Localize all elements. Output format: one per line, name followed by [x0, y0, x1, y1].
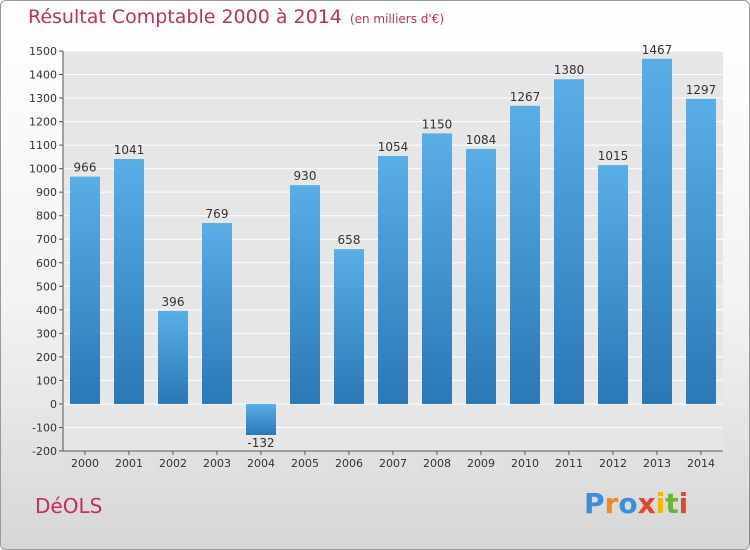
y-tick-label: 800 — [36, 210, 57, 223]
bar — [510, 105, 540, 404]
y-tick-label: 900 — [36, 186, 57, 199]
y-tick-label: 500 — [36, 280, 57, 293]
data-label: 930 — [294, 169, 317, 183]
x-tick-label: 2008 — [423, 457, 451, 470]
y-tick-label: 400 — [36, 304, 57, 317]
y-tick-label: 300 — [36, 327, 57, 340]
y-tick-label: 1000 — [29, 163, 57, 176]
y-tick-label: 0 — [50, 398, 57, 411]
y-tick-label: 1100 — [29, 139, 57, 152]
y-tick-label: 1500 — [29, 45, 57, 58]
x-tick-label: 2007 — [379, 457, 407, 470]
title-text: Résultat Comptable 2000 à 2014 — [28, 6, 342, 28]
bar — [686, 98, 716, 404]
data-label: 769 — [206, 207, 229, 221]
x-tick-label: 2003 — [203, 457, 231, 470]
logo-letter: i — [678, 487, 689, 520]
data-label: 1380 — [554, 63, 585, 77]
proxiti-logo: Proxiti — [584, 487, 688, 520]
x-tick-label: 2004 — [247, 457, 275, 470]
bar — [246, 403, 276, 435]
data-label: 1150 — [422, 117, 453, 131]
x-tick-label: 2006 — [335, 457, 363, 470]
bar — [554, 79, 584, 404]
data-label: 1084 — [466, 133, 497, 147]
x-tick-label: 2011 — [555, 457, 583, 470]
x-tick-label: 2002 — [159, 457, 187, 470]
bar — [334, 249, 364, 404]
data-label: 1015 — [598, 149, 629, 163]
bar — [466, 148, 496, 404]
x-tick-label: 2012 — [599, 457, 627, 470]
y-tick-label: 200 — [36, 351, 57, 364]
x-tick-label: 2001 — [115, 457, 143, 470]
x-tick-label: 2000 — [71, 457, 99, 470]
bar — [114, 159, 144, 404]
y-tick-label: 600 — [36, 257, 57, 270]
x-tick-label: 2010 — [511, 457, 539, 470]
data-label: 396 — [162, 295, 185, 309]
data-label: 1054 — [378, 140, 409, 154]
logo-letter: i — [655, 487, 666, 520]
bar — [422, 133, 452, 404]
bar — [202, 223, 232, 404]
bar — [378, 155, 408, 404]
logo-letter: P — [584, 487, 605, 520]
logo-letter: o — [618, 487, 638, 520]
bar — [290, 185, 320, 404]
y-tick-label: -100 — [32, 421, 57, 434]
data-label: 1467 — [642, 43, 673, 57]
data-label: 1041 — [114, 143, 145, 157]
y-tick-label: 1200 — [29, 116, 57, 129]
x-tick-label: 2005 — [291, 457, 319, 470]
bar — [642, 58, 672, 404]
bar — [598, 165, 628, 404]
y-tick-label: 1400 — [29, 69, 57, 82]
y-tick-label: 100 — [36, 374, 57, 387]
y-tick-label: 700 — [36, 233, 57, 246]
data-label: 1267 — [510, 90, 541, 104]
commune-name: DéOLS — [35, 494, 103, 518]
y-tick-label: 1300 — [29, 92, 57, 105]
data-label: -132 — [247, 436, 274, 450]
x-tick-label: 2014 — [687, 457, 715, 470]
logo-letter: r — [604, 487, 619, 520]
logo-letter: x — [637, 487, 656, 520]
bar — [70, 176, 100, 404]
x-tick-label: 2013 — [643, 457, 671, 470]
data-label: 1297 — [686, 83, 717, 97]
x-tick-label: 2009 — [467, 457, 495, 470]
chart-title: Résultat Comptable 2000 à 2014 (en millie… — [28, 6, 444, 28]
y-tick-label: -200 — [32, 445, 57, 458]
logo-letter: t — [665, 487, 679, 520]
data-label: 966 — [74, 161, 97, 175]
data-label: 658 — [338, 233, 361, 247]
chart-subtitle: (en milliers d'€) — [349, 12, 445, 26]
bar — [158, 310, 188, 404]
